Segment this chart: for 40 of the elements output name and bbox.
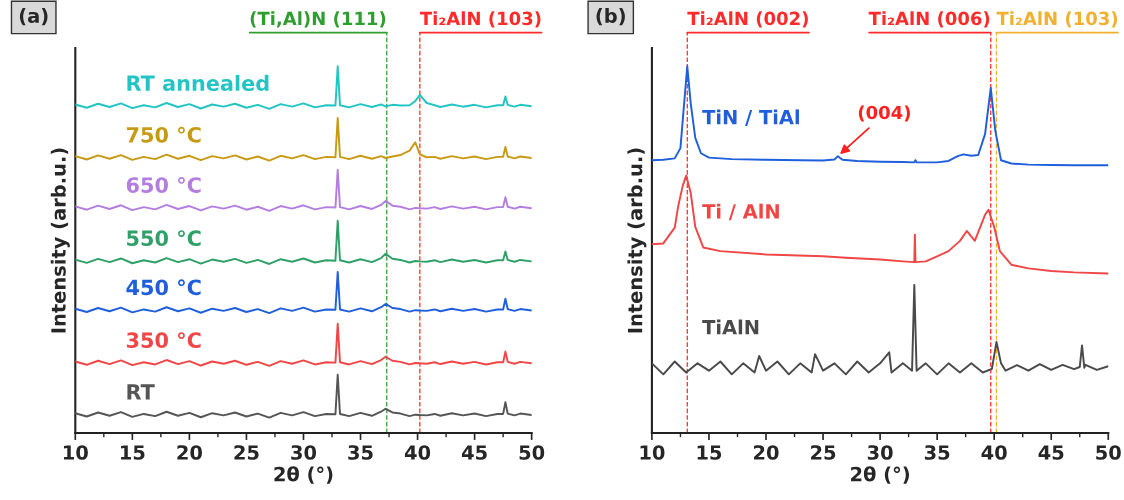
x-tick-label: 20: [754, 445, 779, 460]
x-tick-label: 15: [697, 445, 722, 460]
annotation: (004): [858, 105, 910, 122]
x-axis-title: 2θ (°): [274, 466, 333, 484]
chart-title: (a): [19, 8, 48, 26]
x-tick-label: 35: [348, 445, 373, 460]
ref-line-label: Ti₂AlN (103): [419, 11, 541, 28]
x-tick-label: 45: [1038, 445, 1064, 460]
x-tick-label: 15: [121, 445, 145, 460]
series-label: 650 °C: [126, 177, 201, 193]
chart-title: (b): [596, 8, 625, 26]
series-label: 550 °C: [127, 230, 201, 247]
series-label: 450 °C: [126, 279, 201, 296]
y-axis-title: Intensity (arb.u.): [627, 148, 647, 333]
series-label: 350 °C: [126, 332, 201, 349]
ref-line-label: Ti₂AlN (002): [687, 11, 808, 28]
ref-line-label: Ti₂AlN (103): [996, 11, 1118, 28]
x-tick-label: 40: [981, 445, 1007, 460]
x-tick-label: 25: [811, 445, 836, 460]
y-axis-title: Intensity (arb.u.): [50, 148, 70, 333]
series-label: TiAlN: [702, 319, 759, 335]
x-tick-label: 30: [867, 445, 893, 460]
x-tick-label: 20: [177, 445, 202, 460]
x-tick-label: 30: [291, 445, 317, 460]
x-tick-label: 25: [234, 445, 259, 460]
x-tick-label: 50: [519, 445, 545, 460]
series-label: Ti / AlN: [702, 203, 779, 221]
x-tick-label: 40: [404, 445, 431, 460]
x-tick-label: 10: [63, 445, 88, 460]
series-label: 750 °C: [126, 126, 201, 143]
series-label: TiN / TiAl: [702, 109, 799, 126]
ref-line-label: (Ti,Al)N (111): [250, 11, 386, 28]
x-tick-label: 50: [1096, 445, 1121, 460]
x-tick-label: 10: [640, 445, 665, 460]
x-axis-title: 2θ (°): [851, 466, 909, 484]
ref-line-label: Ti₂AlN (006): [868, 11, 990, 28]
x-tick-label: 35: [924, 445, 950, 460]
series-label: RT annealed: [127, 74, 269, 91]
x-tick-label: 45: [461, 445, 487, 460]
series-label: RT: [127, 384, 155, 400]
